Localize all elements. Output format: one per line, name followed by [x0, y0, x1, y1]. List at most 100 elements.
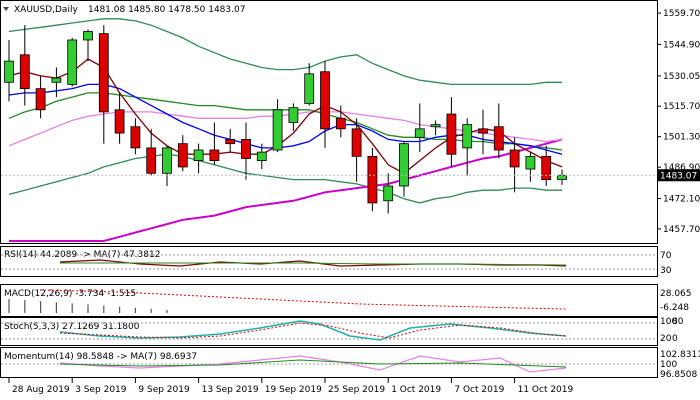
macd-pane-frame — [0, 284, 658, 317]
main-pane-frame — [0, 0, 658, 244]
candle — [351, 118, 362, 182]
macd-label: MACD(12,26,9) -3.734 -1.515 — [4, 289, 136, 299]
candle-body — [114, 109, 125, 134]
y-tick-label: 1544.90 — [663, 40, 700, 50]
macd-tick-low: -6.248 — [660, 303, 689, 313]
candle-body — [367, 155, 378, 204]
candle-body — [241, 139, 251, 159]
candle — [446, 97, 457, 167]
candle-body — [304, 73, 315, 104]
candle — [67, 37, 78, 87]
x-axis: 28 Aug 2019 3 Sep 2019 9 Sep 2019 13 Sep 20… — [8, 378, 574, 395]
stoch-tick-0: 0 — [672, 334, 678, 344]
candle-body — [256, 151, 267, 161]
candle-body — [51, 77, 62, 83]
candle-body — [4, 60, 14, 83]
candle — [114, 92, 125, 144]
x-tick-label: 13 Sep 2019 — [202, 385, 259, 395]
rsi-tick-30: 30 — [660, 266, 672, 276]
x-tick-label: 3 Sep 2019 — [75, 385, 127, 395]
candle-body — [272, 109, 283, 151]
candle-body — [320, 71, 330, 130]
stoch-pane-frame — [0, 317, 658, 346]
candle — [478, 109, 488, 155]
candle — [51, 67, 62, 98]
momentum-tick-low: 96.8508 — [660, 370, 697, 380]
last-price-label: 1483.07 — [660, 171, 697, 181]
momentum-tick-100: 100 — [660, 360, 677, 370]
candle-body — [67, 39, 78, 85]
candle — [525, 152, 536, 182]
candle-body — [162, 147, 172, 174]
y-tick-label: 1501.30 — [663, 133, 700, 143]
momentum-label: Momentum(14) 98.5848 -> MA(7) 98.6937 — [4, 352, 197, 362]
candle — [4, 39, 14, 102]
dropdown-icon[interactable] — [3, 7, 9, 11]
candle-body — [335, 117, 346, 130]
candle — [335, 105, 346, 138]
bb-upper-line — [8, 18, 562, 86]
candle-body — [541, 155, 552, 181]
candle — [209, 122, 220, 165]
candle-body — [478, 128, 488, 134]
candle — [162, 145, 172, 186]
candle-body — [351, 128, 362, 157]
candle — [35, 75, 46, 119]
candle — [19, 25, 30, 106]
candle-body — [525, 155, 536, 170]
rsi-ma-line — [60, 262, 567, 266]
y-tick-label: 1530.05 — [663, 72, 700, 82]
candle-body — [462, 124, 473, 149]
macd-histogram — [8, 299, 168, 313]
candle — [493, 103, 504, 159]
candle — [177, 135, 188, 172]
candle-layer — [4, 25, 567, 214]
candle-body — [383, 185, 394, 202]
stoch-label: Stoch(5,3,3) 27.1269 31.1800 — [4, 322, 140, 332]
momentum-line — [59, 355, 567, 373]
stoch-tick-100: 100 — [660, 317, 677, 327]
candle-body — [493, 126, 504, 151]
y-tick-label: 1486.90 — [663, 163, 700, 173]
candle — [509, 137, 520, 193]
macd-signal-line — [39, 289, 567, 310]
y-tick-label: 1515.70 — [663, 102, 700, 112]
ohlc-text: 1481.08 1485.80 1478.50 1483.07 — [88, 5, 245, 15]
candle — [272, 99, 283, 153]
candle-body — [225, 139, 236, 145]
candle — [256, 143, 267, 170]
candle-body — [288, 107, 299, 123]
bb-lower-line — [8, 153, 562, 204]
candle — [383, 173, 394, 214]
momentum-ma-line — [59, 359, 567, 368]
candle — [193, 143, 204, 174]
ma-magenta-line — [9, 138, 563, 242]
x-tick-label: 9 Sep 2019 — [138, 385, 190, 395]
x-tick-label: 11 Oct 2019 — [518, 385, 574, 395]
candle — [83, 29, 93, 62]
x-tick-label: 1 Oct 2019 — [391, 385, 441, 395]
candle-body — [19, 54, 30, 90]
stoch-tick-20: 20 — [660, 334, 672, 344]
x-tick-label: 25 Sep 2019 — [328, 385, 385, 395]
macd-tick-high: 28.065 — [660, 289, 692, 299]
ma-blue-line — [8, 83, 563, 155]
y-axis: 1559.70 1544.90 1530.05 1515.70 1501.30 1486.… — [657, 9, 700, 235]
candle-body — [130, 126, 141, 149]
candle — [304, 63, 315, 106]
candle-body — [35, 88, 46, 111]
candle-body — [193, 149, 204, 161]
candle — [557, 169, 567, 185]
rsi-pane-frame — [0, 246, 658, 277]
candle — [241, 122, 251, 180]
candle — [98, 25, 109, 144]
candle — [367, 147, 378, 212]
candle — [320, 61, 330, 148]
last-price-box — [658, 169, 700, 182]
stoch-tick-80: 80 — [672, 317, 684, 327]
candle-body — [98, 33, 109, 113]
x-tick-label: 28 Aug 2019 — [12, 385, 70, 395]
candle-body — [557, 174, 567, 180]
rsi-tick-70: 70 — [660, 251, 672, 261]
